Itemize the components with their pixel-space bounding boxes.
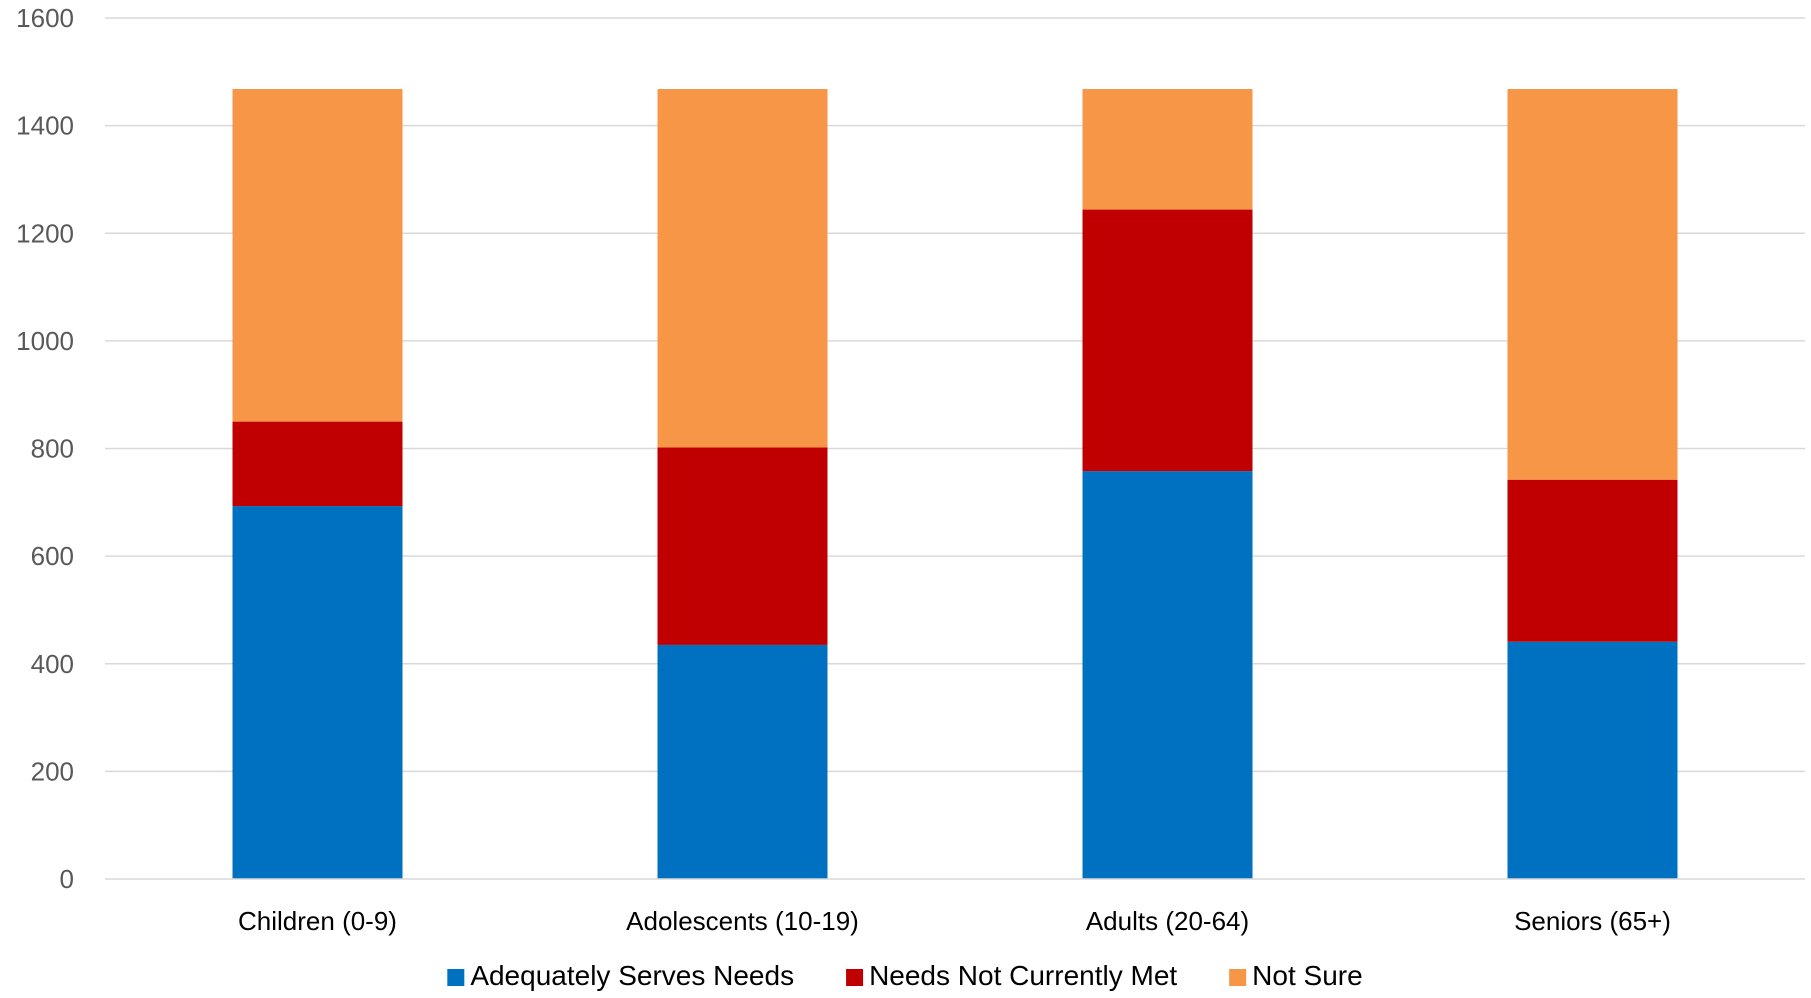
- bar-segment: [1507, 479, 1678, 642]
- y-tick-label: 1600: [16, 3, 74, 33]
- bar-segment: [232, 506, 403, 879]
- y-tick-label: 1400: [16, 111, 74, 141]
- legend-label: Not Sure: [1252, 960, 1363, 991]
- legend: Adequately Serves Needs Needs Not Current…: [447, 960, 1363, 991]
- category-label: Adolescents (10-19): [626, 906, 859, 936]
- bar-segment: [1507, 641, 1678, 879]
- legend-label: Adequately Serves Needs: [470, 960, 794, 991]
- bar-segment: [232, 89, 403, 422]
- legend-item: Needs Not Currently Met: [846, 960, 1177, 991]
- bar-segment: [1082, 89, 1253, 210]
- bar-segment: [657, 644, 828, 879]
- y-tick-label: 1200: [16, 218, 74, 248]
- bar-segment: [1507, 89, 1678, 480]
- category-label: Seniors (65+): [1514, 906, 1671, 936]
- bar-segment: [657, 89, 828, 448]
- y-tick-label: 200: [31, 756, 74, 786]
- y-tick-label: 0: [60, 864, 74, 894]
- category-label: Children (0-9): [238, 906, 397, 936]
- y-tick-label: 800: [31, 434, 74, 464]
- y-tick-label: 400: [31, 649, 74, 679]
- legend-swatch: [1229, 969, 1247, 986]
- legend-item: Adequately Serves Needs: [447, 960, 794, 991]
- bar-segment: [657, 447, 828, 645]
- y-tick-label: 1000: [16, 326, 74, 356]
- legend-item: Not Sure: [1229, 960, 1363, 991]
- y-axis-ticks: 0 200 400 600 800 1000 1200 1400 1600: [16, 3, 74, 894]
- category-labels: Children (0-9) Adolescents (10-19) Adults …: [238, 906, 1671, 936]
- category-label: Adults (20-64): [1086, 906, 1249, 936]
- bar-segment: [232, 421, 403, 507]
- bar-segment: [1082, 209, 1253, 472]
- bar-segment: [1082, 471, 1253, 879]
- bars: [232, 89, 1678, 879]
- legend-swatch: [447, 969, 465, 986]
- y-tick-label: 600: [31, 541, 74, 571]
- legend-label: Needs Not Currently Met: [869, 960, 1177, 991]
- legend-swatch: [846, 969, 864, 986]
